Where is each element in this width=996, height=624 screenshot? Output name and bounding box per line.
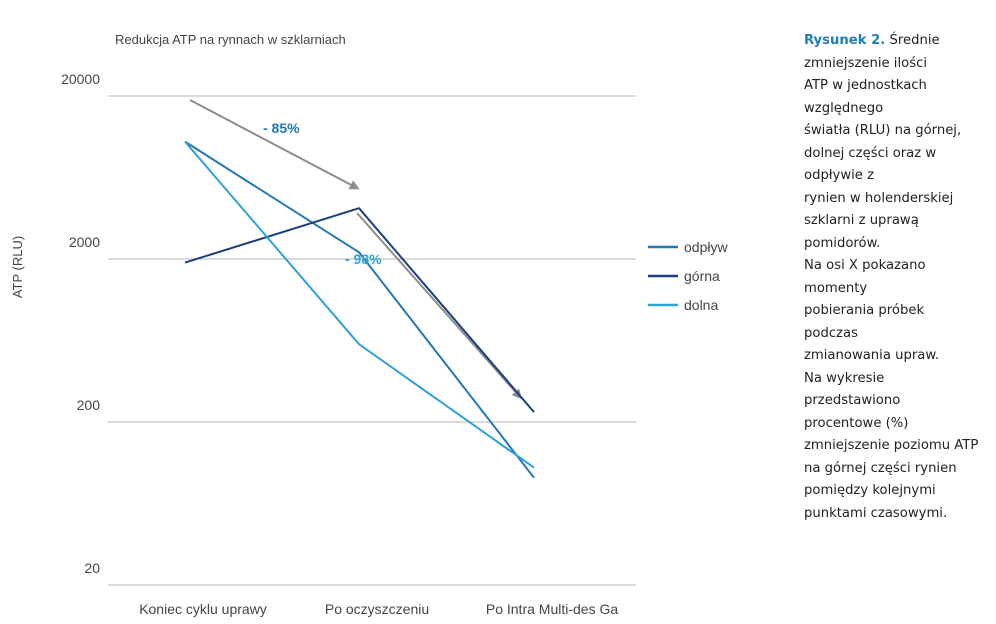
annotation-85: - 85% xyxy=(263,120,300,136)
legend: odpływ górna dolna xyxy=(648,239,728,313)
caption-line: Średnie xyxy=(889,33,940,48)
caption-line: punktami czasowymi. xyxy=(804,505,948,521)
caption-line: względnego xyxy=(804,100,884,116)
caption-label: Rysunek 2. xyxy=(804,33,886,48)
caption-line: zmianowania upraw. xyxy=(804,348,940,363)
y-tick-label: 20 xyxy=(84,560,100,576)
y-axis-label: ATP (RLU) xyxy=(10,236,25,298)
caption-line: Na wykresie xyxy=(804,370,885,386)
y-tick-label: 20000 xyxy=(61,71,100,87)
legend-label: odpływ xyxy=(684,239,728,255)
caption-line: pomidorów. xyxy=(804,235,881,251)
grid-lines xyxy=(108,95,636,586)
x-tick-label: Koniec cyklu uprawy xyxy=(139,601,267,617)
caption-line: pobierania próbek xyxy=(804,303,925,318)
series-line-3 xyxy=(184,140,535,469)
x-tick-label: Po oczyszczeniu xyxy=(325,601,429,617)
legend-label: górna xyxy=(684,268,720,284)
annotation-98: - 98% xyxy=(345,251,382,267)
reduction-arrow-2 xyxy=(356,212,522,400)
caption-line: zmniejszenie poziomu ATP xyxy=(804,438,979,453)
caption-first-line: Rysunek 2. Średnie xyxy=(804,30,989,53)
caption-line: zmniejszenie ilości xyxy=(804,55,927,71)
caption-line: na górnej części rynien xyxy=(804,460,957,476)
caption-line: odpływie z xyxy=(804,168,875,183)
caption-line: procentowe (%) xyxy=(804,415,909,431)
caption-line: dolnej części oraz w xyxy=(804,145,937,161)
caption-line: momenty xyxy=(804,280,868,296)
reduction-arrows xyxy=(189,99,522,400)
caption-line: szklarni z uprawą xyxy=(804,213,919,228)
reduction-arrow-1 xyxy=(189,99,360,190)
caption-line: światła (RLU) na górnej, xyxy=(804,123,962,138)
y-tick-labels: 20000 2000 200 20 xyxy=(61,71,100,576)
x-tick-labels: Koniec cyklu uprawy Po oczyszczeniu Po Int… xyxy=(139,601,618,617)
caption-line: ATP w jednostkach xyxy=(804,78,927,93)
series-line-1 xyxy=(184,140,535,479)
caption-line: rynien w holenderskiej xyxy=(804,190,954,206)
y-tick-label: 200 xyxy=(77,397,101,413)
caption-line: podczas xyxy=(804,325,858,341)
x-tick-label: Po Intra Multi-des Ga xyxy=(486,601,618,617)
data-series xyxy=(184,140,535,479)
chart-title: Redukcja ATP na rynnach w szklarniach xyxy=(115,32,346,47)
caption-line: pomiędzy kolejnymi xyxy=(804,483,936,498)
y-tick-label: 2000 xyxy=(69,234,100,250)
figure-caption: Rysunek 2. Średnie zmniejszenie ilości A… xyxy=(804,30,989,525)
caption-line: Na osi X pokazano xyxy=(804,258,926,273)
atp-line-chart: Redukcja ATP na rynnach w szklarniach AT… xyxy=(10,32,728,617)
caption-line: przedstawiono xyxy=(804,393,901,408)
series-line-2 xyxy=(184,207,535,413)
legend-label: dolna xyxy=(684,297,718,313)
